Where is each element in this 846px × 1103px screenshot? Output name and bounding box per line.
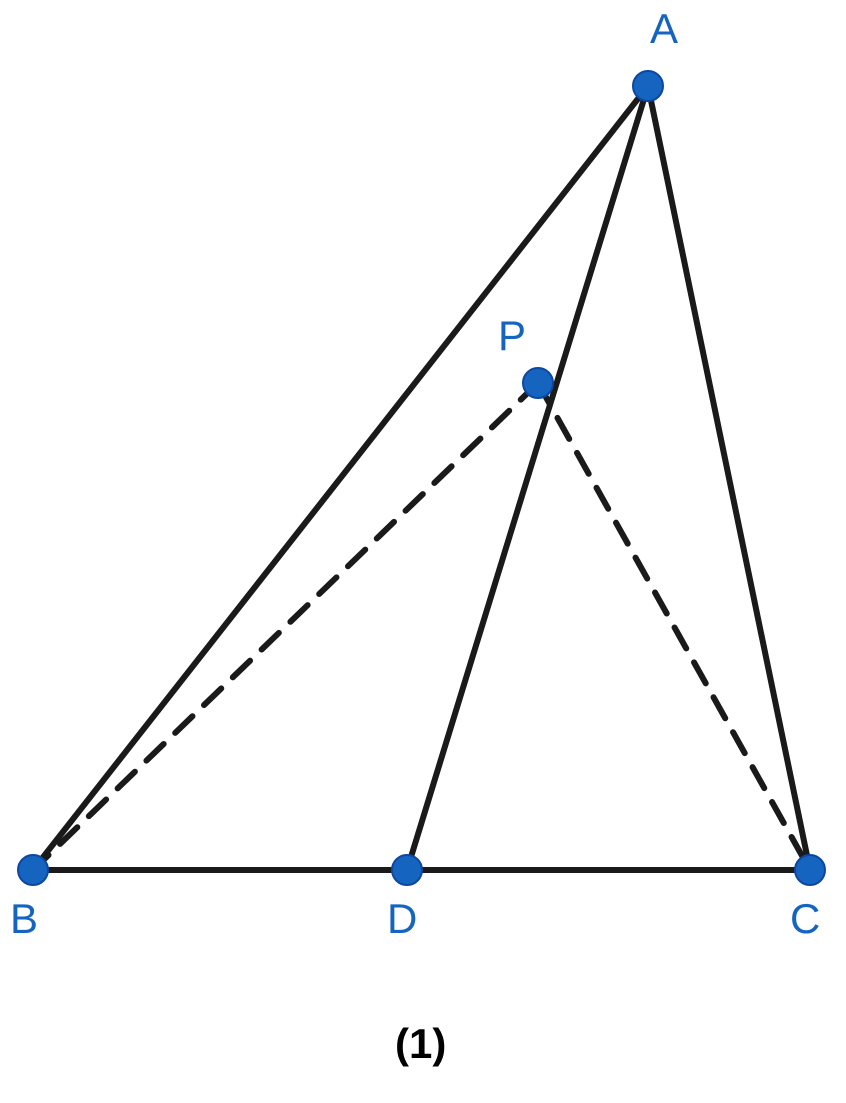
edge-P-B	[33, 383, 538, 870]
label-B: B	[10, 895, 38, 943]
label-P: P	[498, 312, 526, 360]
label-D: D	[387, 895, 417, 943]
edge-P-C	[538, 383, 810, 870]
label-A: A	[650, 5, 678, 53]
point-B	[18, 855, 48, 885]
edge-A-B	[33, 86, 648, 870]
geometry-diagram: A B C D P (1)	[0, 0, 846, 1103]
edges	[33, 86, 810, 870]
diagram-svg	[0, 0, 846, 1103]
point-D	[392, 855, 422, 885]
points	[18, 71, 825, 885]
edge-A-C	[648, 86, 810, 870]
label-C: C	[790, 895, 820, 943]
figure-label: (1)	[395, 1020, 446, 1068]
point-A	[633, 71, 663, 101]
point-P	[523, 368, 553, 398]
point-C	[795, 855, 825, 885]
